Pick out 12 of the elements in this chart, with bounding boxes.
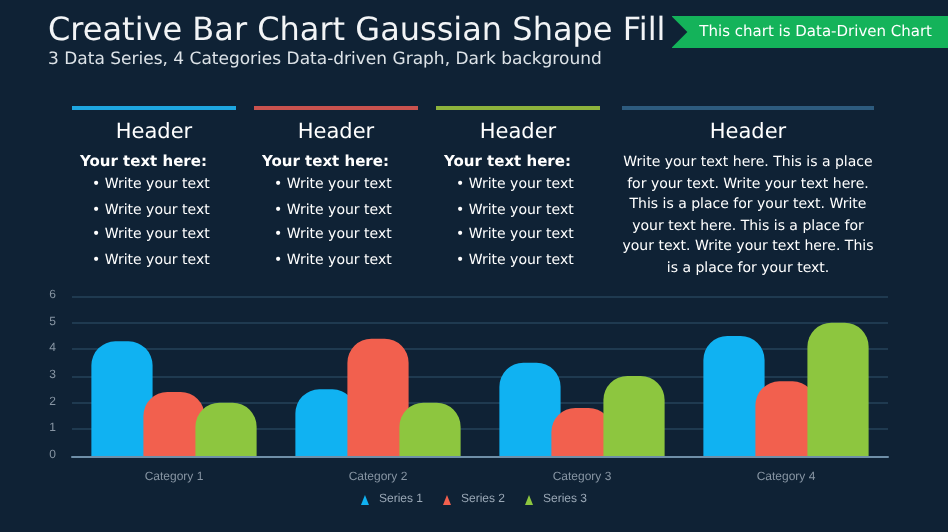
bar xyxy=(603,376,665,456)
text: Creative Bar Chart Gaussian Shape Fill xyxy=(48,10,666,48)
text: Header xyxy=(295,120,377,144)
text: Header xyxy=(707,120,789,144)
text: 3 Data Series, 4 Categories Data-driven Graph, Dark background xyxy=(48,50,602,70)
bar xyxy=(499,362,561,456)
bar xyxy=(91,341,153,456)
text: Header xyxy=(477,120,559,144)
bar xyxy=(703,336,765,456)
text: Header xyxy=(113,120,195,144)
bar xyxy=(807,322,869,456)
bar xyxy=(347,338,409,456)
